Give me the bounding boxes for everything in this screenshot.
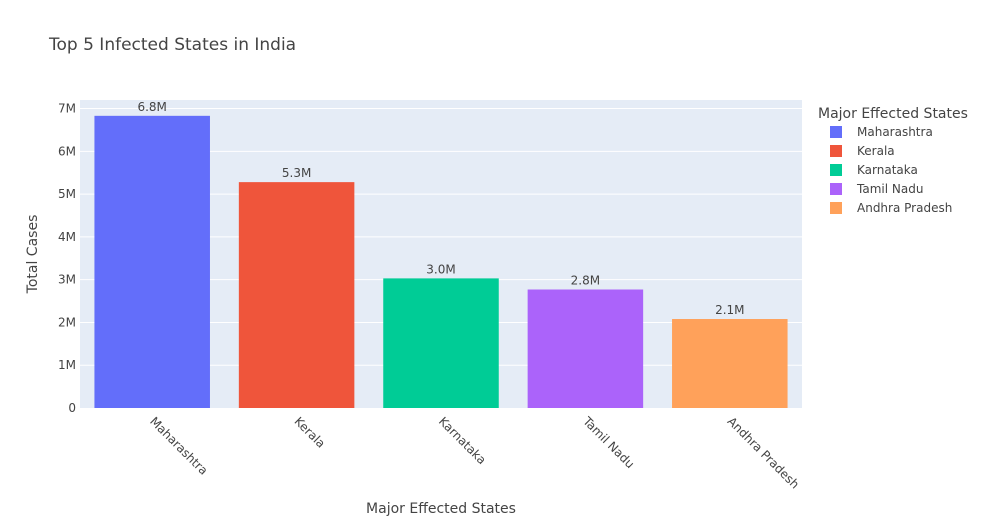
legend-swatch[interactable] [830,145,842,157]
bar-kerala[interactable] [238,182,355,408]
y-tick-label: 0 [68,401,76,415]
legend-item-label[interactable]: Kerala [857,144,895,158]
y-tick-label: 4M [58,230,76,244]
y-tick-label: 1M [58,358,76,372]
legend-item-label[interactable]: Karnataka [857,163,918,177]
legend-item-label[interactable]: Andhra Pradesh [857,201,952,215]
data-label: 5.3M [282,166,311,180]
bar-tamil-nadu[interactable] [527,289,644,408]
x-axis-ticks: Maharashtra Kerala Karnataka Tamil Nadu Andh… [147,414,802,492]
x-axis-title: Major Effected States [366,501,516,517]
legend-title: Major Effected States [818,106,968,122]
y-tick-label: 5M [58,187,76,201]
y-tick-label: 2M [58,315,76,329]
x-tick-label: Karnataka [436,414,489,467]
chart-title: Top 5 Infected States in India [48,35,296,55]
data-labels: 6.8M 5.3M 3.0M 2.8M 2.1M [137,100,744,317]
legend: Major Effected States Maharashtra Kerala K… [818,106,968,215]
data-label: 2.1M [715,303,744,317]
x-tick-label: Andhra Pradesh [725,414,802,491]
y-tick-label: 6M [58,144,76,158]
legend-item-label[interactable]: Tamil Nadu [856,182,923,196]
x-tick-label: Tamil Nadu [580,414,638,472]
y-axis-ticks: 0 1M 2M 3M 4M 5M 6M 7M [58,102,76,415]
legend-item-label[interactable]: Maharashtra [857,125,933,139]
data-label: 3.0M [426,262,455,276]
legend-swatch[interactable] [830,202,842,214]
bar-karnataka[interactable] [383,278,499,408]
legend-swatch[interactable] [830,126,842,138]
bars [94,115,788,409]
x-tick-label: Maharashtra [147,414,211,478]
y-tick-label: 3M [58,273,76,287]
legend-swatch[interactable] [830,164,842,176]
legend-swatch[interactable] [830,183,842,195]
y-tick-label: 7M [58,102,76,116]
data-label: 6.8M [137,100,166,114]
bar-maharashtra[interactable] [94,115,210,409]
y-axis-title: Total Cases [25,215,41,295]
x-tick-label: Kerala [291,414,328,451]
bar-andhra-pradesh[interactable] [672,319,788,408]
data-label: 2.8M [571,274,600,288]
